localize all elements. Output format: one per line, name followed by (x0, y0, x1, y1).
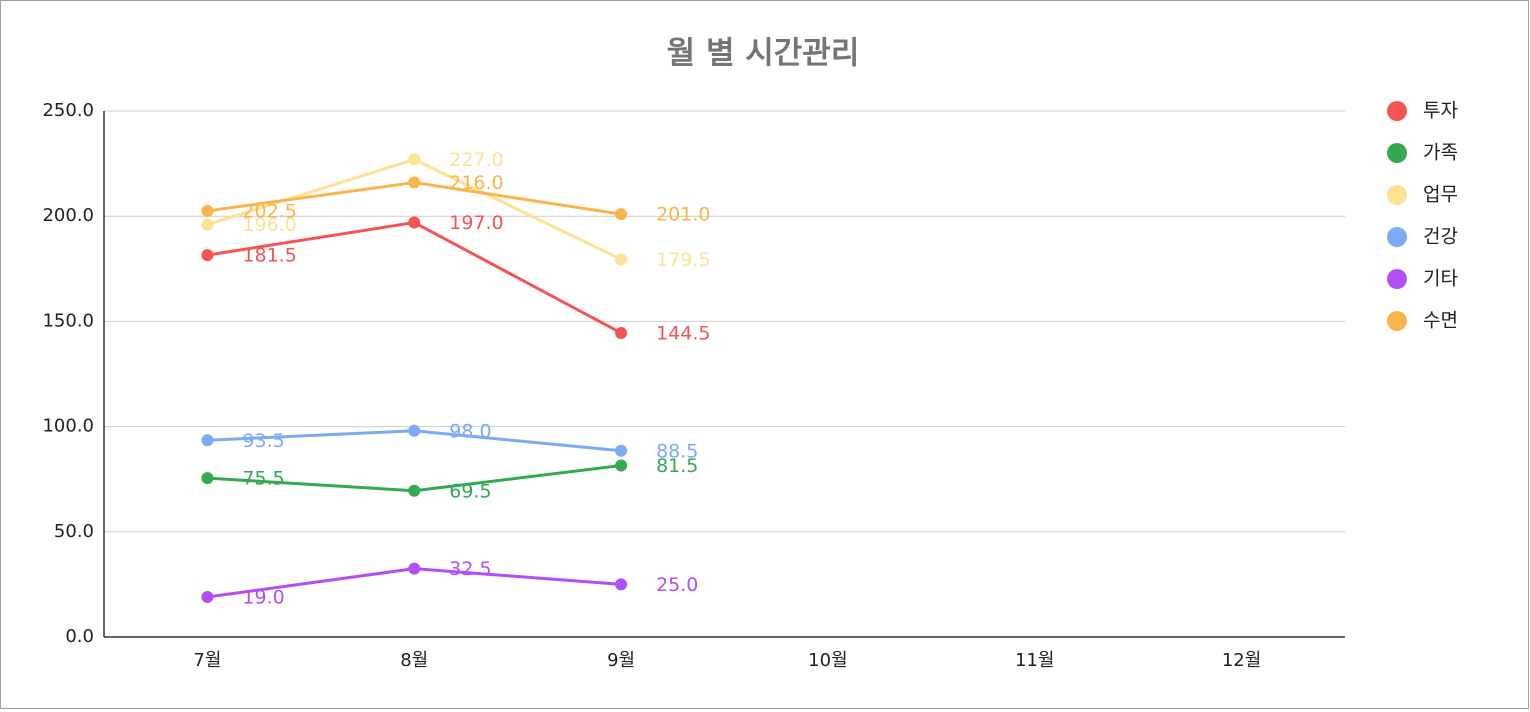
x-tick-label: 11월 (1015, 650, 1054, 671)
data-label: 196.0 (242, 214, 296, 236)
data-label: 32.5 (449, 558, 491, 580)
data-point (201, 218, 214, 231)
legend-swatch (1387, 269, 1407, 289)
legend-swatch (1387, 143, 1407, 163)
data-label: 201.0 (656, 204, 710, 226)
legend-swatch (1387, 311, 1407, 331)
x-tick-label: 9월 (607, 650, 635, 671)
data-label: 202.5 (242, 200, 296, 222)
data-point (408, 216, 421, 229)
data-label: 181.5 (242, 245, 296, 267)
data-label: 216.0 (449, 172, 503, 194)
y-tick-label: 200.0 (42, 205, 94, 226)
data-point (615, 459, 628, 472)
data-label: 227.0 (449, 149, 503, 171)
legend-swatch (1387, 227, 1407, 247)
data-point (201, 249, 214, 262)
data-point (408, 562, 421, 575)
y-tick-label: 50.0 (54, 521, 94, 542)
data-label: 197.0 (449, 212, 503, 234)
data-label: 75.5 (242, 468, 284, 490)
legend-label: 기타 (1423, 268, 1458, 290)
data-point (615, 253, 628, 266)
y-tick-label: 250.0 (42, 100, 94, 121)
data-point (201, 591, 214, 604)
data-label: 93.5 (242, 430, 284, 452)
chart-title: 월 별 시간관리 (667, 36, 860, 72)
data-point (201, 434, 214, 447)
data-point (615, 208, 628, 221)
x-tick-label: 7월 (193, 650, 221, 671)
x-tick-label: 8월 (400, 650, 428, 671)
x-tick-label: 12월 (1222, 650, 1261, 671)
data-label: 98.0 (449, 420, 491, 442)
data-point (408, 484, 421, 497)
legend-swatch (1387, 185, 1407, 205)
data-point (408, 176, 421, 189)
legend-swatch (1387, 101, 1407, 121)
data-label: 69.5 (449, 480, 491, 502)
data-point (615, 444, 628, 457)
data-point (615, 578, 628, 591)
data-point (201, 472, 214, 485)
data-label: 81.5 (656, 455, 698, 477)
y-tick-label: 100.0 (42, 416, 94, 437)
data-label: 144.5 (656, 322, 710, 344)
data-point (408, 424, 421, 437)
data-label: 179.5 (656, 249, 710, 271)
data-point (615, 326, 628, 339)
y-tick-label: 150.0 (42, 310, 94, 331)
legend-label: 업무 (1423, 184, 1458, 206)
data-label: 88.5 (656, 440, 698, 462)
legend-label: 투자 (1423, 100, 1458, 122)
y-tick-label: 0.0 (65, 626, 94, 647)
data-label: 19.0 (242, 587, 284, 609)
legend-label: 수면 (1423, 310, 1458, 332)
data-point (201, 204, 214, 217)
data-point (408, 153, 421, 166)
legend-label: 가족 (1423, 142, 1458, 164)
data-label: 25.0 (656, 574, 698, 596)
legend-label: 건강 (1423, 226, 1458, 248)
x-tick-label: 10월 (808, 650, 847, 671)
